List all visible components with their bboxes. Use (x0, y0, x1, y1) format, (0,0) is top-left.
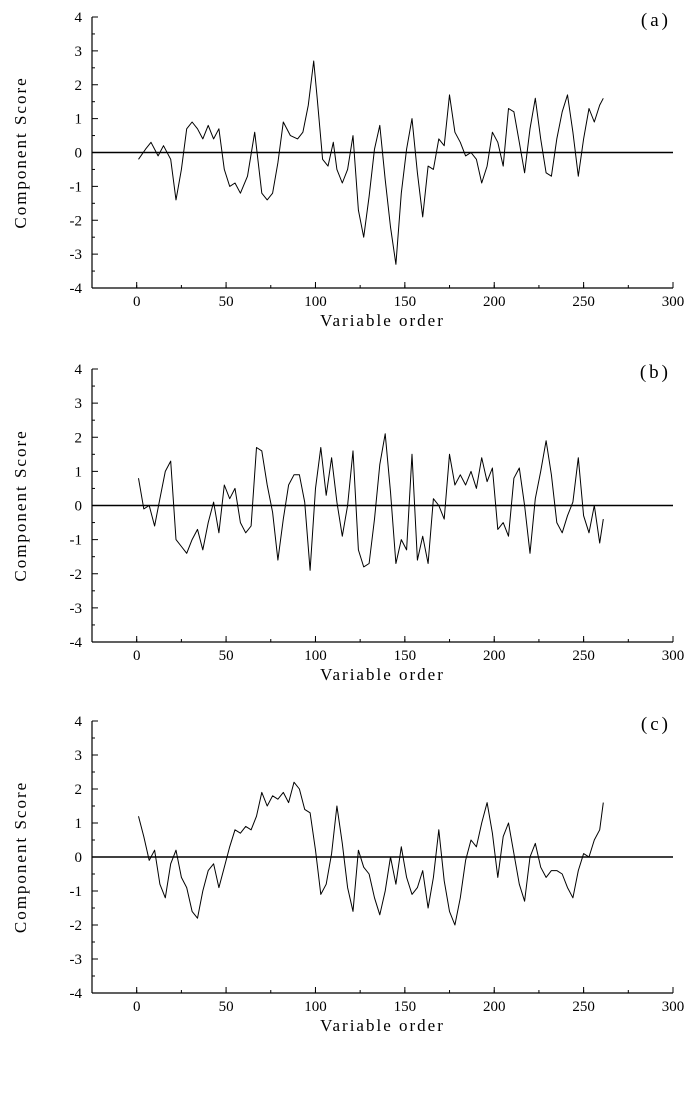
panel-label: (a) (641, 10, 671, 31)
y-tick-label: 0 (75, 499, 83, 515)
x-tick-label: 300 (662, 648, 685, 664)
x-tick-label: 150 (394, 999, 417, 1015)
y-tick-label: -2 (70, 918, 83, 934)
x-tick-label: 0 (133, 648, 141, 664)
x-tick-label: 150 (394, 648, 417, 664)
x-tick-label: 250 (572, 294, 595, 310)
y-tick-label: 2 (75, 78, 83, 94)
x-tick-label: 250 (572, 648, 595, 664)
y-tick-label: -4 (70, 281, 83, 297)
y-tick-label: -3 (70, 247, 83, 263)
series-line (138, 60, 604, 265)
y-tick-label: 4 (75, 714, 83, 730)
chart-panel-2: -4 -3 -2 -1 0 1 2 3 4 0 50 100 150 200 250 300 Variable … (11, 362, 684, 684)
x-tick-label: 100 (304, 294, 327, 310)
y-tick-label: 2 (75, 782, 83, 798)
y-tick-label: 0 (75, 850, 83, 866)
y-tick-label: -3 (70, 601, 83, 617)
y-tick-label: 4 (75, 10, 83, 26)
y-tick-label: 2 (75, 430, 83, 446)
x-tick-label: 0 (133, 294, 141, 310)
y-tick-label: -1 (70, 884, 83, 900)
x-tick-label: 200 (483, 294, 506, 310)
x-tick-label: 100 (304, 999, 327, 1015)
x-tick-label: 300 (662, 999, 685, 1015)
y-axis-title: Component Score (11, 781, 30, 933)
y-axis-title: Component Score (11, 429, 30, 581)
y-tick-label: 1 (75, 816, 83, 832)
y-tick-label: 3 (75, 44, 83, 60)
x-axis-title: Variable order (320, 665, 445, 684)
x-tick-label: 300 (662, 294, 685, 310)
x-tick-label: 200 (483, 999, 506, 1015)
x-tick-label: 100 (304, 648, 327, 664)
y-tick-label: -1 (70, 179, 83, 195)
x-tick-label: 50 (219, 999, 234, 1015)
y-tick-label: -2 (70, 213, 83, 229)
x-tick-label: 250 (572, 999, 595, 1015)
series-line (138, 781, 604, 926)
y-tick-label: -4 (70, 986, 83, 1002)
y-tick-label: -3 (70, 952, 83, 968)
x-axis-title: Variable order (320, 311, 445, 330)
y-tick-label: 3 (75, 396, 83, 412)
chart-panel-1: -4 -3 -2 -1 0 1 2 3 4 0 50 100 150 200 250 300 Variable … (11, 10, 684, 330)
x-axis-title: Variable order (320, 1016, 445, 1035)
x-tick-label: 200 (483, 648, 506, 664)
y-tick-label: 3 (75, 748, 83, 764)
x-tick-label: 50 (219, 294, 234, 310)
panel-label: (b) (640, 362, 671, 383)
y-tick-label: 0 (75, 146, 83, 162)
panel-label: (c) (641, 714, 671, 735)
y-tick-label: 1 (75, 464, 83, 480)
chart-panel-3: -4 -3 -2 -1 0 1 2 3 4 0 50 100 150 200 250 300 Variable … (11, 714, 684, 1035)
x-tick-label: 150 (394, 294, 417, 310)
y-tick-label: 4 (75, 362, 83, 378)
y-tick-label: -1 (70, 533, 83, 549)
x-tick-label: 0 (133, 999, 141, 1015)
series-line (138, 433, 604, 571)
y-axis-title: Component Score (11, 76, 30, 228)
y-tick-label: 1 (75, 112, 83, 128)
x-tick-label: 50 (219, 648, 234, 664)
y-tick-label: -4 (70, 635, 83, 651)
y-tick-label: -2 (70, 567, 83, 583)
